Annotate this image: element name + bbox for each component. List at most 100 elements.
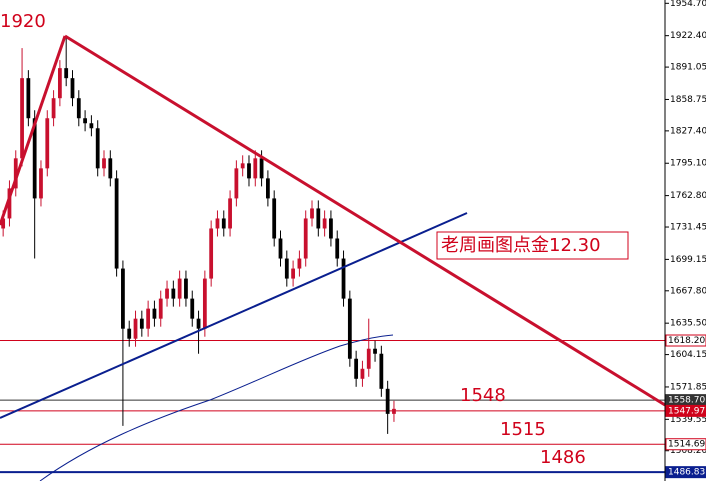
candle-body: [177, 278, 182, 299]
y-tick-label: 1604.15: [670, 350, 706, 360]
y-tick-label: 1762.80: [670, 191, 706, 201]
y-tick-label: 1508.20: [670, 446, 706, 456]
candle-body: [139, 318, 144, 329]
annotation: 1486: [540, 447, 586, 468]
candle-body: [146, 308, 151, 329]
candle-body: [64, 68, 69, 79]
candle-body: [121, 268, 125, 329]
candles: [1, 38, 396, 434]
levels: [0, 340, 665, 474]
candle-body: [184, 278, 188, 299]
y-tick-label: 1954.70: [670, 0, 706, 9]
candle-body: [379, 353, 384, 389]
candle-body: [26, 78, 31, 119]
candle-body: [291, 268, 295, 279]
candle-body: [266, 178, 270, 199]
candle-body: [7, 188, 12, 219]
level-label-box: [665, 404, 706, 417]
annotation: 1515: [500, 419, 546, 440]
annotation: 老周画图点金12.30: [441, 235, 601, 256]
y-tick-label: 1795.10: [670, 159, 706, 169]
candle-body: [51, 98, 56, 119]
moving-average: [39, 334, 394, 482]
trendline: [0, 35, 67, 226]
candle-body: [20, 78, 24, 159]
candle-body: [70, 78, 75, 99]
candle-body: [165, 288, 169, 299]
candle-body: [45, 118, 50, 169]
candle-body: [102, 158, 106, 169]
annotation: 1920: [0, 11, 46, 32]
candle-body: [158, 298, 163, 319]
candle-body: [57, 68, 62, 99]
support-trendline: [0, 212, 468, 419]
candle-body: [196, 318, 201, 329]
y-tick-label: 1699.15: [670, 255, 706, 265]
candle-body: [392, 408, 396, 414]
candle-body: [1, 218, 6, 229]
candle-body: [127, 328, 132, 339]
annotation-box: [436, 231, 629, 260]
candle-body: [32, 118, 37, 199]
y-tick-label: 1571.85: [670, 382, 706, 392]
y-tick-label: 1635.50: [670, 319, 706, 329]
level-label: 1514.69: [668, 440, 705, 450]
candle-body: [234, 168, 239, 199]
candle-body: [310, 208, 314, 219]
candle-body: [190, 298, 195, 319]
level-label: 1547.97: [668, 406, 705, 416]
candle-body: [272, 198, 277, 239]
candle-body: [152, 308, 157, 319]
candle-body: [171, 288, 176, 299]
candle-body: [39, 168, 43, 199]
y-tick-label: 1891.05: [670, 63, 706, 73]
candle-body: [114, 178, 119, 269]
candle-body: [240, 163, 245, 169]
candle-body: [278, 238, 283, 259]
candle-body: [335, 238, 340, 259]
candle-body: [95, 128, 100, 169]
level-label-box: [665, 334, 706, 347]
candle-body: [259, 158, 264, 179]
y-axis-ticks: 1954.70 1922.40 1891.05 1858.75 1827.40 1795.…: [665, 0, 706, 479]
candle-body: [89, 123, 94, 129]
candle-body: [385, 388, 390, 414]
y-tick-label: 1858.75: [670, 95, 706, 105]
candle-body: [221, 218, 226, 229]
candle-body: [133, 318, 138, 339]
candle-body: [202, 278, 207, 329]
candle-body: [303, 218, 308, 259]
candle-body: [366, 348, 371, 369]
candle-body: [341, 258, 346, 299]
level-label-box: [665, 438, 706, 451]
candle-body: [360, 368, 365, 379]
candle-body: [284, 258, 289, 279]
candle-body: [354, 358, 359, 379]
y-tick-label: 1827.40: [670, 126, 706, 136]
candle-body: [108, 158, 113, 179]
level-label: 1618.20: [668, 336, 705, 346]
candle-body: [76, 98, 81, 119]
y-tick-label: 1667.80: [670, 286, 706, 296]
candle-body: [247, 163, 251, 179]
candle-body: [253, 158, 258, 179]
candle-body: [13, 158, 18, 189]
candle-body: [329, 218, 333, 239]
candle-body: [297, 258, 302, 269]
resistance-trendline: [64, 34, 666, 407]
candle-body: [347, 298, 352, 359]
y-tick-label: 1539.55: [670, 415, 706, 425]
candle-body: [316, 208, 321, 229]
candle-body: [215, 218, 220, 229]
candle-body: [83, 118, 87, 124]
annotation: 1548: [460, 385, 506, 406]
candle-body: [373, 348, 377, 354]
candle-body: [322, 218, 327, 229]
y-tick-label: 1731.45: [670, 223, 706, 233]
level-label-box: [665, 466, 706, 479]
y-tick-label: 1922.40: [670, 31, 706, 41]
candle-body: [209, 228, 214, 279]
candle-body: [228, 198, 232, 229]
level-label: 1486.83: [668, 468, 705, 478]
